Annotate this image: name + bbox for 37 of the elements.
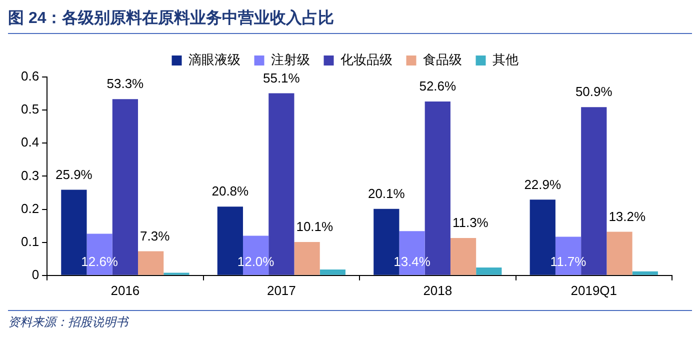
- y-tick-label: 0.1: [20, 234, 40, 249]
- x-tick-label: 2016: [110, 282, 140, 298]
- bar: [606, 232, 632, 275]
- bar: [138, 251, 164, 275]
- bar: [476, 267, 502, 275]
- y-tick-label: 0.5: [20, 102, 40, 117]
- bar: [632, 271, 658, 275]
- y-tick-label: 0.6: [20, 68, 40, 84]
- data-label: 25.9%: [56, 166, 93, 182]
- y-tick-label: 0.3: [20, 168, 40, 183]
- data-label: 10.1%: [296, 219, 334, 234]
- data-label: 11.3%: [452, 215, 489, 230]
- data-label: 22.9%: [524, 176, 562, 192]
- y-tick-label: 0.2: [20, 200, 40, 216]
- x-tick-label: 2017: [266, 282, 296, 298]
- data-label: 52.6%: [419, 78, 457, 94]
- legend-label: 滴眼液级: [188, 52, 240, 68]
- y-tick-label: 0: [32, 266, 40, 282]
- legend-label: 其他: [492, 52, 518, 68]
- data-label: 7.3%: [140, 228, 170, 244]
- chart-title: 图 24：各级别原料在原料业务中营业收入占比: [8, 8, 692, 34]
- legend-label: 食品级: [422, 52, 462, 68]
- legend-label: 注射级: [270, 52, 310, 68]
- data-label: 53.3%: [106, 76, 144, 92]
- x-tick-label: 2018: [423, 282, 452, 298]
- bar: [320, 269, 346, 275]
- x-tick-label: 2019Q1: [570, 282, 618, 298]
- data-label: 20.8%: [212, 184, 250, 199]
- data-label: 13.2%: [608, 208, 646, 224]
- data-label: 55.1%: [262, 70, 300, 86]
- bar: [294, 242, 320, 275]
- data-label: 20.1%: [368, 186, 406, 202]
- legend-label: 化妆品级: [340, 52, 392, 68]
- bar: [450, 238, 476, 275]
- y-tick-label: 0.4: [20, 134, 40, 150]
- data-label: 50.9%: [575, 84, 613, 100]
- text: 资料来源：招股说明书: [8, 314, 130, 331]
